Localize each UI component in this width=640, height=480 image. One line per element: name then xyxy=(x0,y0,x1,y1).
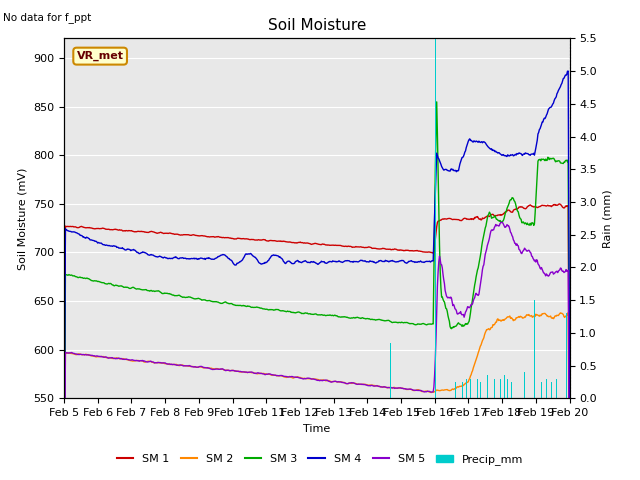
Text: No data for f_ppt: No data for f_ppt xyxy=(3,12,92,23)
Legend: SM 1, SM 2, SM 3, SM 4, SM 5, Precip_mm: SM 1, SM 2, SM 3, SM 4, SM 5, Precip_mm xyxy=(112,450,528,469)
Text: VR_met: VR_met xyxy=(77,51,124,61)
Y-axis label: Rain (mm): Rain (mm) xyxy=(603,189,612,248)
Y-axis label: Soil Moisture (mV): Soil Moisture (mV) xyxy=(17,167,28,270)
X-axis label: Time: Time xyxy=(303,424,330,433)
Title: Soil Moisture: Soil Moisture xyxy=(268,18,366,33)
